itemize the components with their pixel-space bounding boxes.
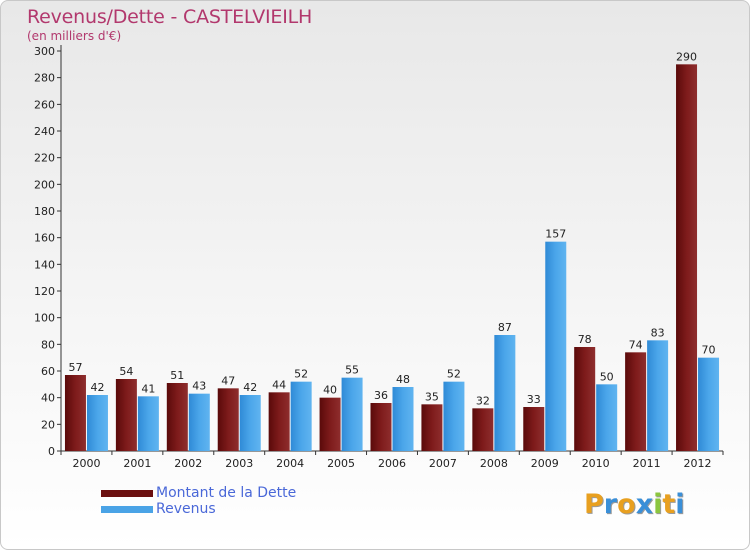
x-tick-label: 2008 — [480, 457, 508, 470]
y-tick-label: 200 — [34, 178, 55, 191]
y-tick-label: 140 — [34, 258, 55, 271]
y-tick-label: 20 — [41, 418, 55, 431]
legend-label-revenue: Revenus — [156, 501, 216, 517]
bar-debt — [523, 407, 545, 451]
y-tick-label: 160 — [34, 232, 55, 245]
bar-revenue — [290, 381, 312, 451]
x-tick-label: 2000 — [72, 457, 100, 470]
logo-letter: t — [662, 489, 676, 520]
logo-letter: r — [603, 489, 618, 520]
bar-revenue — [392, 387, 414, 451]
bar-debt — [115, 379, 137, 451]
data-label-debt: 36 — [374, 389, 388, 402]
bar-chart: 0 20 40 60 80 100 120 140 160 180 200 220 240 260 280 3… — [34, 45, 724, 470]
bar-revenue — [494, 335, 516, 451]
bar-debt — [268, 392, 290, 451]
logo-letter: o — [617, 489, 636, 520]
data-label-debt: 35 — [425, 390, 439, 403]
bar-revenue — [86, 395, 108, 451]
x-tick-label: 2007 — [429, 457, 457, 470]
bar-revenue — [137, 396, 159, 451]
bar-revenue — [596, 384, 618, 451]
data-label-debt: 57 — [68, 361, 82, 374]
data-label-debt: 32 — [476, 394, 490, 407]
x-tick-label: 2001 — [123, 457, 151, 470]
data-label-debt: 33 — [527, 393, 541, 406]
bar-debt — [421, 404, 443, 451]
bar-debt — [319, 397, 341, 451]
logo-letter: i — [675, 489, 685, 520]
bar-revenue — [698, 357, 720, 451]
y-tick-label: 280 — [34, 72, 55, 85]
legend-swatch-revenue — [101, 506, 153, 513]
data-label-revenue: 87 — [498, 321, 512, 334]
proxiti-logo: Proxiti — [584, 489, 685, 520]
bar-debt — [625, 352, 647, 451]
data-label-debt: 51 — [170, 369, 184, 382]
x-tick-label: 2002 — [174, 457, 202, 470]
logo-letter: P — [584, 489, 604, 520]
data-label-debt: 78 — [578, 333, 592, 346]
y-tick-label: 180 — [34, 205, 55, 218]
bar-revenue — [443, 381, 465, 451]
x-tick-label: 2004 — [276, 457, 304, 470]
bar-debt — [370, 403, 392, 451]
y-tick-label: 240 — [34, 125, 55, 138]
x-tick-label: 2006 — [378, 457, 406, 470]
data-label-debt: 74 — [629, 338, 643, 351]
y-tick-label: 260 — [34, 98, 55, 111]
data-label-debt: 290 — [676, 50, 697, 63]
data-label-revenue: 50 — [600, 370, 614, 383]
value-labels: 57 42 54 41 51 43 47 42 44 52 40 55 36 48 35 52 32 87 33 15… — [68, 50, 715, 407]
y-tick-label: 40 — [41, 392, 55, 405]
y-tick-label: 120 — [34, 285, 55, 298]
data-label-revenue: 43 — [192, 380, 206, 393]
x-tick-label: 2012 — [684, 457, 712, 470]
logo-letter: i — [653, 489, 663, 520]
data-label-revenue: 157 — [545, 228, 566, 241]
data-label-revenue: 70 — [702, 344, 716, 357]
data-label-debt: 40 — [323, 384, 337, 397]
data-label-revenue: 52 — [447, 368, 461, 381]
x-tick-label: 2003 — [225, 457, 253, 470]
bar-debt — [217, 388, 239, 451]
bars — [64, 64, 720, 452]
bar-debt — [472, 408, 494, 451]
x-tick-label: 2011 — [633, 457, 661, 470]
bar-debt — [166, 383, 188, 451]
bar-revenue — [341, 377, 363, 451]
bar-revenue — [239, 395, 261, 451]
data-label-revenue: 52 — [294, 368, 308, 381]
y-tick-label: 60 — [41, 365, 55, 378]
data-label-debt: 44 — [272, 378, 286, 391]
legend-swatch-debt — [101, 490, 153, 497]
data-label-revenue: 83 — [651, 326, 665, 339]
data-label-debt: 54 — [119, 365, 133, 378]
x-tick-label: 2005 — [327, 457, 355, 470]
y-tick-label: 300 — [34, 45, 55, 58]
data-label-revenue: 42 — [243, 381, 257, 394]
y-tick-label: 80 — [41, 338, 55, 351]
x-tick-label: 2009 — [531, 457, 559, 470]
y-tick-label: 100 — [34, 312, 55, 325]
data-label-revenue: 42 — [90, 381, 104, 394]
bar-revenue — [188, 393, 210, 451]
data-label-revenue: 41 — [141, 382, 155, 395]
data-label-debt: 47 — [221, 374, 235, 387]
chart-title: Revenus/Dette - CASTELVIEILH — [27, 6, 313, 28]
bar-debt — [676, 64, 698, 452]
data-label-revenue: 55 — [345, 364, 359, 377]
chart-subtitle: (en milliers d'€) — [27, 29, 122, 43]
legend-label-debt: Montant de la Dette — [156, 485, 297, 501]
y-tick-label: 220 — [34, 152, 55, 165]
bar-debt — [64, 375, 86, 451]
y-tick-label: 0 — [48, 445, 55, 458]
bar-debt — [574, 347, 596, 451]
bar-revenue — [647, 340, 669, 451]
logo-letter: x — [635, 489, 654, 520]
x-tick-label: 2010 — [582, 457, 610, 470]
data-label-revenue: 48 — [396, 373, 410, 386]
bar-revenue — [545, 241, 567, 451]
